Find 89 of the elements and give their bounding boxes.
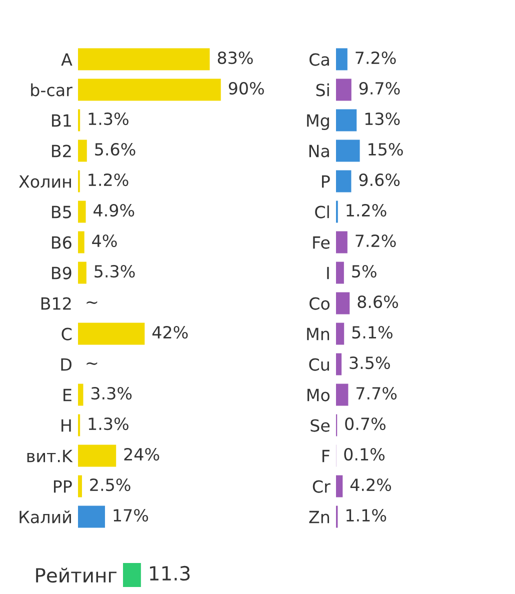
text: ~	[86, 362, 98, 366]
data-label: 3.3%	[91, 386, 132, 400]
data-label: 11.3	[150, 566, 190, 581]
data-label: 15%	[368, 142, 403, 156]
bar	[78, 140, 87, 162]
bar	[336, 78, 352, 101]
data-label: 24%	[124, 448, 160, 461]
data-label: 1.3%	[88, 112, 128, 126]
data-label: 4.9%	[94, 204, 134, 217]
bar	[78, 231, 84, 254]
data-label: 9.7%	[359, 82, 400, 95]
y-tick-label: Fe	[313, 236, 330, 249]
data-label: 2.5%	[90, 478, 130, 492]
data-label: 5.3%	[94, 264, 135, 278]
bar	[336, 475, 343, 498]
bar	[78, 78, 221, 101]
y-tick-label: Рейтинг	[36, 568, 116, 583]
bar	[78, 200, 86, 223]
data-label: 1.1%	[346, 508, 386, 522]
y-tick-label: H	[62, 419, 71, 432]
data-label: 13%	[365, 112, 400, 126]
y-tick-label: Калий	[20, 510, 71, 524]
bar	[336, 353, 342, 376]
y-tick-label: B2	[52, 144, 71, 158]
data-label: 9.6%	[359, 173, 400, 186]
bar	[336, 384, 348, 406]
bar	[336, 292, 350, 314]
y-tick-label: E	[64, 388, 72, 402]
y-tick-label: B1	[52, 114, 71, 127]
bar	[336, 262, 344, 284]
y-tick-label: A	[61, 53, 72, 66]
data-label: 83%	[218, 51, 253, 64]
bar	[336, 170, 352, 192]
y-tick-label: Cl	[315, 205, 329, 218]
data-label: 1.2%	[88, 173, 128, 186]
bar	[78, 262, 86, 284]
y-tick-label: Mo	[308, 388, 330, 402]
data-label: 0.1%	[344, 448, 385, 461]
y-tick-label: PP	[54, 480, 72, 493]
data-label: 1.3%	[88, 417, 128, 430]
data-label: 4%	[92, 234, 117, 248]
y-tick-label: I	[327, 266, 329, 280]
y-tick-label: B5	[52, 206, 71, 218]
y-tick-label: Холин	[18, 175, 71, 188]
data-label: 7.7%	[356, 386, 397, 400]
bar	[336, 231, 348, 254]
bar	[336, 109, 357, 132]
y-tick-label: Cr	[312, 480, 330, 493]
y-tick-label: Mg	[307, 114, 329, 130]
y-tick-label: Se	[310, 419, 330, 432]
data-label: 1.2%	[346, 204, 386, 217]
y-tick-label: Mn	[307, 328, 330, 340]
y-tick-label: Zn	[309, 510, 330, 524]
y-tick-label: b-car	[31, 83, 72, 96]
bar	[336, 48, 348, 70]
y-tick-label: Cu	[309, 358, 329, 371]
bar	[78, 322, 145, 345]
data-label: 0.7%	[345, 417, 386, 430]
bar	[78, 48, 210, 70]
data-label: 7.2%	[356, 51, 396, 64]
data-label: 42%	[152, 326, 188, 339]
bar	[336, 322, 344, 345]
bar	[78, 475, 82, 498]
data-label: 4.2%	[350, 478, 392, 492]
bar	[78, 506, 105, 528]
y-tick-label: Ca	[310, 53, 329, 66]
bar	[78, 444, 116, 467]
data-label: 5%	[352, 264, 376, 278]
y-tick-label: B9	[52, 266, 72, 280]
data-label: 3.5%	[350, 356, 390, 370]
data-label: 8.6%	[358, 295, 398, 308]
y-tick-label: Si	[316, 83, 329, 96]
data-label: 17%	[114, 508, 148, 522]
text: ~	[86, 301, 98, 304]
data-label: 7.2%	[356, 234, 396, 248]
y-tick-label: P	[322, 175, 330, 188]
data-label: 90%	[228, 82, 264, 95]
data-label: 5.6%	[95, 142, 136, 156]
y-tick-label: B6	[52, 236, 72, 249]
y-tick-label: вит.K	[27, 450, 73, 462]
y-tick-label: D	[61, 358, 72, 371]
y-tick-label: Co	[310, 297, 330, 310]
y-tick-label: F	[322, 450, 330, 462]
y-tick-label: Na	[309, 144, 329, 158]
bar	[336, 140, 360, 162]
y-tick-label: B12	[41, 297, 71, 310]
bar	[78, 384, 84, 406]
data-label: 5.1%	[352, 326, 392, 339]
y-tick-label: C	[62, 328, 72, 340]
